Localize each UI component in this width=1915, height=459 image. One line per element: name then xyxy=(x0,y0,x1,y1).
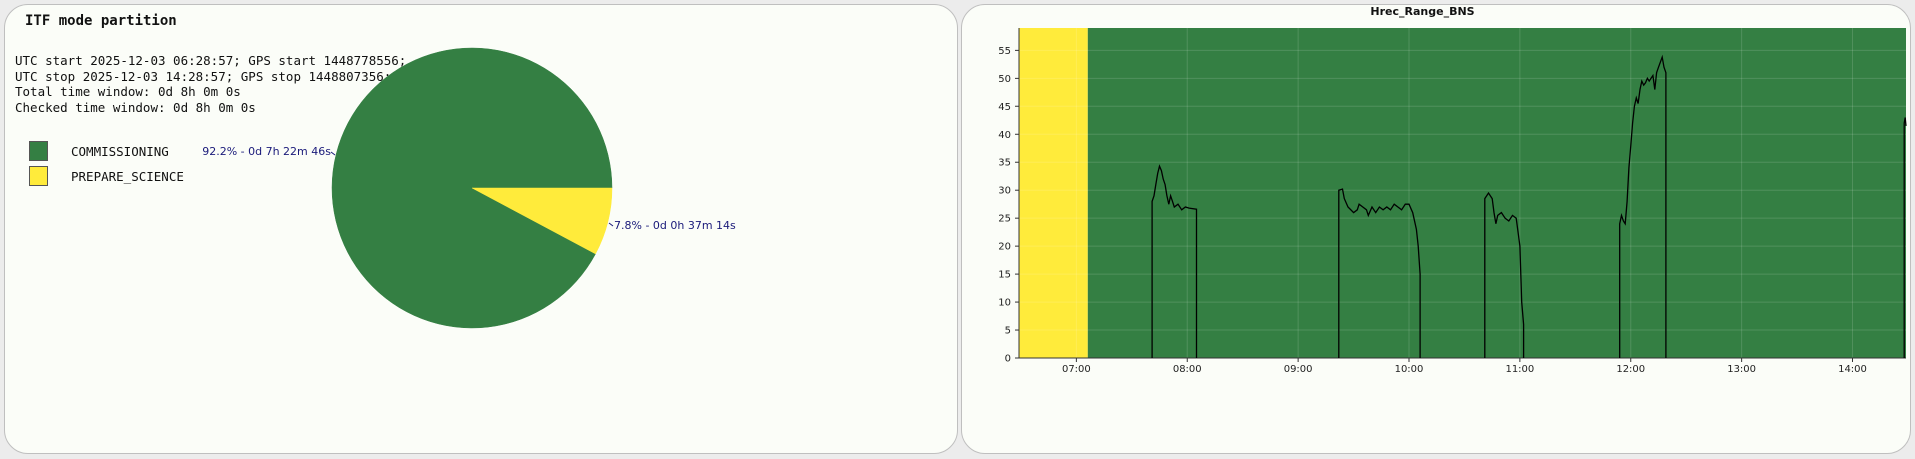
legend-label-prepare-science: PREPARE_SCIENCE xyxy=(71,169,184,184)
x-tick-label: 08:00 xyxy=(1173,364,1202,375)
series-line-segment xyxy=(1484,191,1525,358)
y-tick-label: 10 xyxy=(998,298,1011,309)
y-tick-label: 30 xyxy=(998,186,1011,197)
y-tick-label: 55 xyxy=(998,46,1011,57)
legend-swatch-commissioning xyxy=(29,141,48,161)
y-tick-label: 5 xyxy=(1005,326,1011,337)
band-commissioning xyxy=(1087,28,1906,358)
range-line-chart: Hrec_Range_BNS 0 5 10 15 20 25 30 35 40 45 50 55 07:0… xyxy=(998,5,1907,375)
info-line-utc-start: UTC start 2025-12-03 06:28:57; GPS start… xyxy=(15,53,407,68)
info-line-utc-stop: UTC stop 2025-12-03 14:28:57; GPS stop 1… xyxy=(15,68,392,84)
y-tick-label: 35 xyxy=(998,158,1011,169)
y-tick-label: 40 xyxy=(998,130,1011,141)
pie-chart: 92.2% - 0d 7h 22m 46s 7.8% - 0d 0h 37m 14… xyxy=(202,47,736,329)
pie-title: ITF mode partition xyxy=(25,13,177,29)
y-tick-label: 45 xyxy=(998,102,1011,113)
series-line-segment xyxy=(1903,117,1907,358)
x-tick-label: 12:00 xyxy=(1616,364,1645,375)
y-tick-label: 0 xyxy=(1005,354,1011,365)
y-tick-label: 25 xyxy=(998,214,1011,225)
series-line-segment xyxy=(1619,54,1667,358)
x-tick-label: 14:00 xyxy=(1838,364,1867,375)
legend-label-commissioning: COMMISSIONING xyxy=(71,144,169,159)
pie-slice-prepare-science xyxy=(471,187,613,255)
pie-leader-prepare-science xyxy=(608,222,614,227)
x-tick-label: 09:00 xyxy=(1284,364,1313,375)
time-info: UTC start 2025-12-03 06:28:57; GPS start… xyxy=(15,53,406,115)
mode-partition-panel: ITF mode partition UTC start 2025-12-03 … xyxy=(4,4,958,454)
pie-leader-commissioning xyxy=(330,151,336,156)
series-line-segment xyxy=(1338,188,1421,358)
info-line-total-window: Total time window: 0d 8h 0m 0s xyxy=(15,84,241,99)
y-tick-label: 20 xyxy=(998,242,1011,253)
y-tick-label: 50 xyxy=(998,74,1011,85)
y-tick-label: 15 xyxy=(998,270,1011,281)
info-line-checked-window: Checked time window: 0d 8h 0m 0s xyxy=(15,99,256,115)
x-tick-label: 13:00 xyxy=(1727,364,1756,375)
pie-label-commissioning: 92.2% - 0d 7h 22m 46s xyxy=(202,145,331,158)
x-tick-label: 10:00 xyxy=(1395,364,1424,375)
chart-title: Hrec_Range_BNS xyxy=(1370,5,1474,18)
range-chart-panel: Hrec_Range_BNS 0 5 10 15 20 25 30 35 40 45 50 55 07:0… xyxy=(961,4,1911,454)
x-tick-label: 11:00 xyxy=(1505,364,1534,375)
pie-label-prepare-science: 7.8% - 0d 0h 37m 14s xyxy=(614,219,736,232)
legend-swatch-prepare-science xyxy=(29,166,48,186)
band-prepare-science xyxy=(1019,28,1088,358)
x-tick-label: 07:00 xyxy=(1062,364,1091,375)
series-line-segment xyxy=(1151,164,1198,358)
